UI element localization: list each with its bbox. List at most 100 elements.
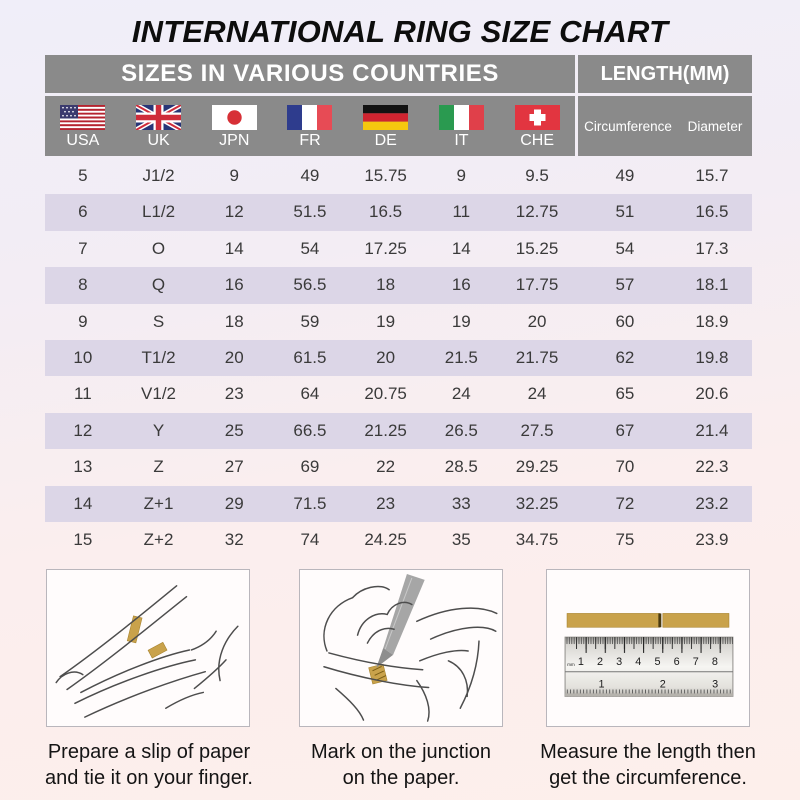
ruler-number: 1 <box>599 678 605 690</box>
table-cell: 62 <box>615 347 635 367</box>
table-row: 10 T1/2 20 61.5 20 21.5 21.75 62 19.8 <box>45 339 752 377</box>
ruler-number: 8 <box>712 656 718 668</box>
length-columns-row: Circumference Diameter <box>578 96 752 156</box>
table-cell: 17.25 <box>364 238 407 258</box>
instruction-box-1 <box>46 569 250 727</box>
ruler-number: 3 <box>712 678 718 690</box>
table-cell: 19.8 <box>695 347 729 367</box>
table-row: 8 Q 16 56.5 18 16 17.75 57 18.1 <box>45 267 752 304</box>
table-cell: 22.3 <box>695 457 729 477</box>
caption-line: Measure the length then <box>540 741 756 763</box>
header-sizes-countries: SIZES IN VARIOUS COUNTRIES <box>45 55 575 93</box>
table-cell: 23 <box>376 493 396 513</box>
table-cell: 17.75 <box>515 275 559 295</box>
table-cell: 54 <box>300 238 320 258</box>
table-cell: 10 <box>73 347 93 367</box>
caption-line: Prepare a slip of paper <box>47 741 251 763</box>
table-cell: 61.5 <box>293 347 327 367</box>
table-cell: 33 <box>451 493 471 513</box>
country-flags-row: USA UK JP <box>45 96 575 156</box>
table-cell: 18 <box>376 275 396 295</box>
table-cell: 22 <box>376 457 396 477</box>
table-cell: 29 <box>224 493 244 513</box>
table-header-row: SIZES IN VARIOUS COUNTRIES LENGTH(MM) <box>45 55 752 93</box>
table-cell: 21.25 <box>364 420 407 440</box>
table-cell: 14 <box>224 238 244 258</box>
table-cell: 17.3 <box>695 238 729 258</box>
table-cell: 12 <box>73 420 93 440</box>
table-cell: 34.75 <box>515 529 559 549</box>
table-cell: O <box>151 238 166 258</box>
table-row: 15 Z+2 32 74 24.25 35 34.75 75 23.9 <box>45 522 752 558</box>
table-cell: 57 <box>615 275 635 295</box>
table-cell: 23.2 <box>695 493 729 513</box>
flag-usa-icon <box>60 105 106 130</box>
table-cell: L1/2 <box>141 202 176 222</box>
column-header-che: CHE <box>499 96 575 156</box>
caption-line: and tie it on your finger. <box>45 767 253 789</box>
table-row: 13 Z 27 69 22 28.5 29.25 70 22.3 <box>45 449 752 485</box>
table-cell: 20.6 <box>695 384 729 404</box>
table-cell: 20 <box>376 347 396 367</box>
table-cell: Z+2 <box>143 529 174 549</box>
table-row: 5 J1/2 9 49 15.75 9 9.5 49 15.7 <box>45 158 752 194</box>
table-cell: 11 <box>452 202 471 222</box>
table-cell: 28.5 <box>444 457 478 477</box>
hands-outline <box>323 585 498 722</box>
table-cell: 12.75 <box>515 202 559 222</box>
column-header-uk: UK <box>121 96 197 156</box>
table-cell: 16 <box>451 275 471 295</box>
table-cell: 16.5 <box>369 202 403 222</box>
column-header-it: IT <box>424 96 500 156</box>
table-cell: 60 <box>615 311 635 331</box>
table-cell: 20.75 <box>364 384 407 404</box>
table-cell: 71.5 <box>293 493 327 513</box>
flag-it-icon <box>438 105 484 130</box>
caption-line: Mark on the junction <box>310 741 492 763</box>
table-cell: 14 <box>73 493 93 513</box>
country-label: CHE <box>520 132 555 149</box>
table-row: 12 Y 25 66.5 21.25 26.5 27.5 67 21.4 <box>45 412 752 450</box>
column-header-circumference: Circumference <box>584 118 672 134</box>
table-cell: 69 <box>300 457 320 477</box>
table-cell: 25 <box>224 420 244 440</box>
table-cell: Z <box>153 457 164 477</box>
table-cell: 6 <box>78 202 88 222</box>
size-table: SIZES IN VARIOUS COUNTRIES LENGTH(MM) <box>45 55 752 558</box>
table-cell: 5 <box>78 166 88 185</box>
table-cell: 21.4 <box>695 420 729 440</box>
ruler-number: 1 <box>578 656 584 668</box>
ruler-number: 4 <box>635 656 641 668</box>
table-cell: 32.25 <box>515 493 559 513</box>
table-cell: 15 <box>73 529 93 549</box>
table-cell: 32 <box>224 529 244 549</box>
country-label: USA <box>66 132 100 149</box>
table-cell: 54 <box>615 238 635 258</box>
table-cell: 15.7 <box>695 166 729 185</box>
table-cell: 20 <box>527 311 547 331</box>
ruler-number: 2 <box>597 656 603 668</box>
table-cell: Z+1 <box>143 493 174 513</box>
table-cell: 12 <box>224 202 244 222</box>
table-cell: 9 <box>456 166 467 185</box>
country-label: FR <box>299 132 321 149</box>
table-cell: 16 <box>224 275 244 295</box>
table-cell: 20 <box>224 347 244 367</box>
table-cell: 75 <box>615 529 635 549</box>
flag-fr-icon <box>287 105 333 130</box>
country-label: DE <box>374 132 397 149</box>
column-header-jpn: JPN <box>196 96 272 156</box>
table-row: 9 S 18 59 19 19 20 60 18.9 <box>45 304 752 340</box>
table-cell: 26.5 <box>444 420 478 440</box>
ruler-number: 7 <box>693 656 699 668</box>
table-cell: 13 <box>73 457 93 477</box>
table-cell: 66.5 <box>293 420 327 440</box>
table-cell: 18.1 <box>695 275 729 295</box>
table-cell: 18 <box>224 311 244 331</box>
ruler-unit-label: mm <box>567 662 575 667</box>
table-row: 7 O 14 54 17.25 14 15.25 54 17.3 <box>45 231 752 267</box>
table-cell: 29.25 <box>515 457 559 477</box>
pen-icon <box>376 573 425 668</box>
paper-strip <box>126 615 168 659</box>
table-cell: 27.5 <box>520 420 554 440</box>
